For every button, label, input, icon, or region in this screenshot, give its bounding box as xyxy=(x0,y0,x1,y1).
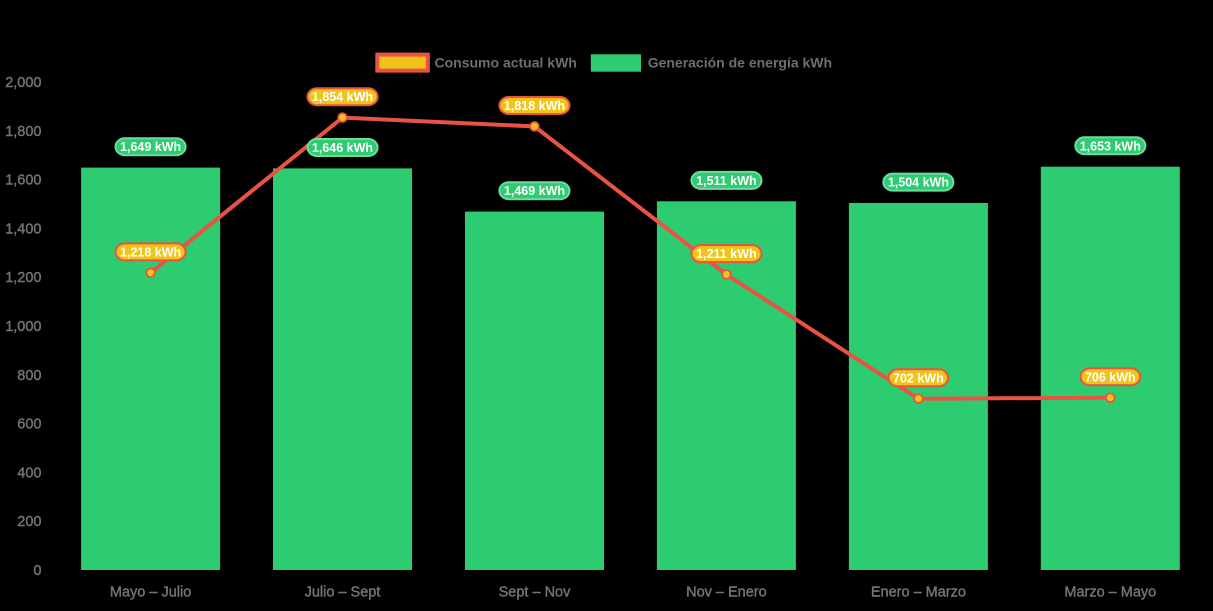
svg-text:Nov – Enero: Nov – Enero xyxy=(686,585,767,601)
svg-text:Generación de energía kWh: Generación de energía kWh xyxy=(648,55,832,71)
svg-text:2,000: 2,000 xyxy=(5,75,41,91)
svg-text:1,854 kWh: 1,854 kWh xyxy=(312,90,373,104)
svg-text:1,218 kWh: 1,218 kWh xyxy=(120,245,181,259)
svg-text:1,504 kWh: 1,504 kWh xyxy=(888,176,949,190)
svg-text:702 kWh: 702 kWh xyxy=(893,371,944,385)
svg-text:400: 400 xyxy=(17,465,41,481)
svg-text:600: 600 xyxy=(17,417,41,433)
svg-text:Consumo actual kWh: Consumo actual kWh xyxy=(435,55,577,71)
svg-text:Sept – Nov: Sept – Nov xyxy=(499,585,571,601)
svg-text:1,600: 1,600 xyxy=(5,173,41,189)
svg-text:1,818 kWh: 1,818 kWh xyxy=(504,99,565,113)
svg-text:1,646 kWh: 1,646 kWh xyxy=(312,141,373,155)
svg-text:1,511 kWh: 1,511 kWh xyxy=(696,174,756,188)
svg-text:800: 800 xyxy=(17,368,41,384)
svg-text:1,000: 1,000 xyxy=(5,319,41,335)
svg-text:1,211 kWh: 1,211 kWh xyxy=(696,247,756,261)
svg-text:1,400: 1,400 xyxy=(5,221,41,237)
svg-text:0: 0 xyxy=(33,563,41,579)
svg-text:Marzo – Mayo: Marzo – Mayo xyxy=(1064,585,1156,601)
svg-text:1,653 kWh: 1,653 kWh xyxy=(1080,139,1141,153)
svg-text:Mayo – Julio: Mayo – Julio xyxy=(110,585,191,601)
svg-text:1,200: 1,200 xyxy=(5,270,41,286)
svg-text:Enero – Marzo: Enero – Marzo xyxy=(871,585,966,601)
svg-text:1,800: 1,800 xyxy=(5,124,41,140)
svg-text:1,649 kWh: 1,649 kWh xyxy=(120,140,181,154)
svg-text:1,469 kWh: 1,469 kWh xyxy=(504,184,565,198)
svg-text:200: 200 xyxy=(17,514,41,530)
svg-text:Julio – Sept: Julio – Sept xyxy=(305,585,381,601)
svg-text:706 kWh: 706 kWh xyxy=(1085,370,1136,384)
